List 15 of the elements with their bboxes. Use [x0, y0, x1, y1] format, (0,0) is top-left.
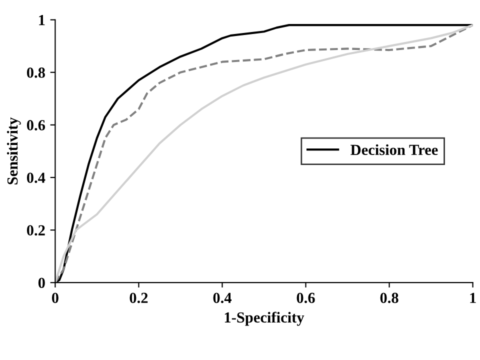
x-tick-label: 0.6 — [296, 292, 315, 304]
x-tick-label: 0.8 — [380, 292, 398, 304]
y-tick-label: 0 — [38, 278, 45, 288]
x-tick-label: 0 — [52, 292, 58, 304]
y-tick-label: 0.2 — [26, 225, 45, 236]
y-tick-label: 0.4 — [26, 172, 46, 183]
y-tick-label: 0.6 — [26, 120, 46, 130]
y-axis-title: Sensitivity — [6, 117, 21, 184]
x-tick-label: 0.2 — [130, 292, 148, 304]
y-tick-label: 1 — [39, 15, 45, 26]
legend-label: Decision Tree — [350, 144, 438, 156]
x-axis-title: 1-Specificity — [224, 312, 304, 326]
x-tick-label: 1 — [470, 292, 476, 303]
y-tick-label: 0.8 — [26, 68, 45, 78]
x-tick-label: 0.4 — [213, 292, 232, 304]
